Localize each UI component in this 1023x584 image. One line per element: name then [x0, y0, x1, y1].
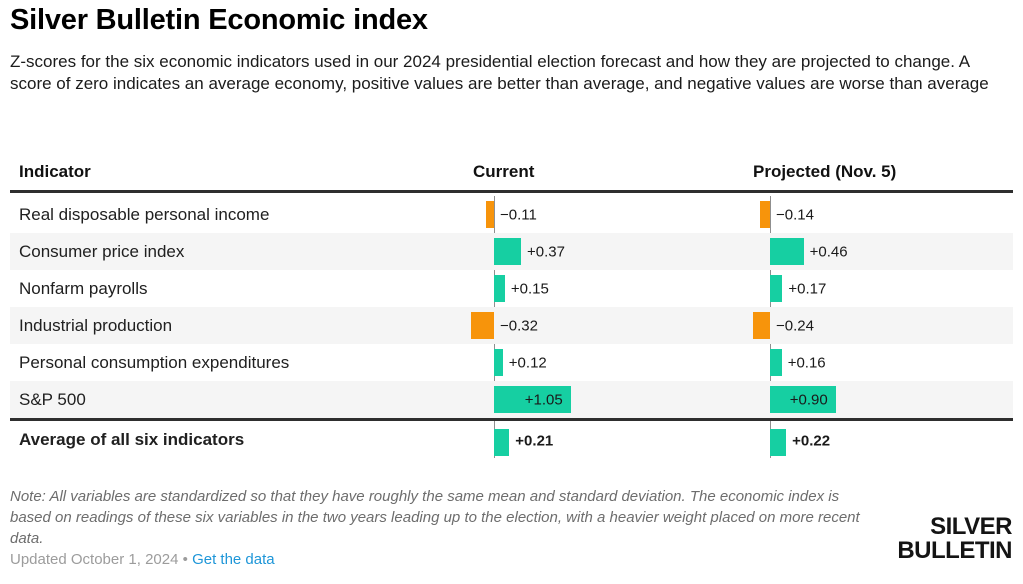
table-row: Consumer price index +0.37 +0.46	[10, 233, 1013, 270]
current-value-label: +0.12	[508, 354, 547, 371]
projected-value-label: +0.90	[789, 391, 828, 408]
projected-value-label: −0.24	[776, 317, 814, 334]
current-bar	[494, 429, 510, 456]
projected-bar	[759, 201, 770, 228]
projected-bar	[770, 429, 787, 456]
table-body: Real disposable personal income −0.11 −0.1…	[10, 196, 1013, 458]
get-the-data-link[interactable]: Get the data	[192, 551, 275, 568]
current-bar	[494, 349, 503, 376]
logo-line-1: SILVER	[930, 513, 1012, 540]
row-label: S&P 500	[19, 389, 86, 409]
row-label: Nonfarm payrolls	[19, 278, 148, 298]
column-header-current: Current	[473, 162, 535, 181]
table-row: Nonfarm payrolls +0.15 +0.17	[10, 270, 1013, 307]
table-row: Average of all six indicators +0.21 +0.22	[10, 418, 1013, 458]
logo-line-2: BULLETIN	[897, 537, 1012, 564]
updated-timestamp: Updated October 1, 2024	[10, 551, 179, 568]
current-bar	[494, 275, 505, 302]
row-label: Real disposable personal income	[19, 204, 270, 224]
row-label: Personal consumption expenditures	[19, 352, 290, 372]
projected-bar	[770, 275, 783, 302]
projected-bar	[752, 312, 770, 339]
table-row: Personal consumption expenditures +0.12 +0…	[10, 344, 1013, 381]
row-label: Consumer price index	[19, 241, 185, 261]
current-value-label: +1.05	[524, 391, 563, 408]
current-value-label: +0.15	[510, 280, 549, 297]
current-bar	[494, 238, 521, 265]
column-header-indicator: Indicator	[19, 162, 91, 181]
projected-bar	[770, 238, 804, 265]
update-line: Updated October 1, 2024 • Get the data	[10, 551, 275, 568]
table-row: Real disposable personal income −0.11 −0.1…	[10, 196, 1013, 233]
row-label: Average of all six indicators	[19, 429, 245, 449]
current-value-label: +0.37	[527, 243, 565, 260]
table-header: Indicator Current Projected (Nov. 5)	[10, 155, 1013, 193]
row-label: Industrial production	[19, 315, 173, 335]
current-value-label: −0.11	[500, 206, 537, 223]
current-bar	[486, 201, 494, 228]
chart-subtitle: Z-scores for the six economic indicators…	[10, 52, 989, 93]
table-row: Industrial production −0.32 −0.24	[10, 307, 1013, 344]
page-title: Silver Bulletin Economic index	[10, 4, 428, 36]
projected-value-label: −0.14	[776, 206, 814, 223]
projected-value-label: +0.17	[788, 280, 827, 297]
projected-value-label: +0.46	[809, 243, 848, 260]
footnote: Note: All variables are standardized so …	[10, 488, 860, 547]
current-value-label: +0.21	[515, 432, 554, 450]
projected-bar	[770, 349, 782, 376]
column-header-projected: Projected (Nov. 5)	[753, 162, 897, 181]
current-bar	[470, 312, 494, 339]
projected-bar	[770, 386, 836, 413]
silver-bulletin-logo: SILVER BULLETIN	[897, 515, 1012, 563]
projected-value-label: +0.22	[792, 432, 831, 450]
separator-dot: •	[182, 551, 188, 568]
table-row: S&P 500 +1.05 +0.90	[10, 381, 1013, 418]
current-value-label: −0.32	[500, 317, 538, 334]
current-bar	[494, 386, 571, 413]
projected-value-label: +0.16	[787, 354, 826, 371]
